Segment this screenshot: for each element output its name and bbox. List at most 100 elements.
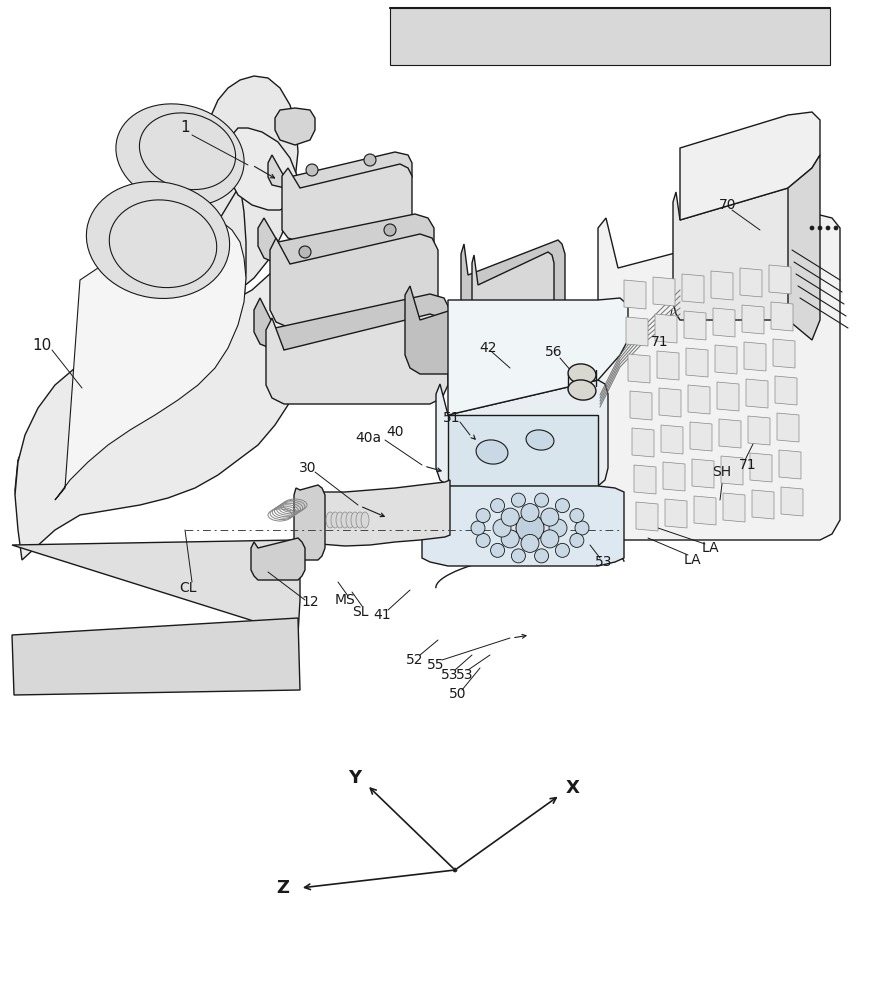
Polygon shape [769,265,791,294]
Polygon shape [781,487,803,516]
Polygon shape [680,112,820,220]
Text: MS: MS [334,593,355,607]
Polygon shape [461,240,565,404]
Circle shape [453,868,457,872]
Polygon shape [630,391,652,420]
Polygon shape [636,502,658,531]
Polygon shape [266,314,448,404]
Polygon shape [748,416,770,445]
Polygon shape [719,419,741,448]
Polygon shape [12,498,300,635]
Polygon shape [653,277,675,306]
Polygon shape [717,382,739,411]
Polygon shape [632,428,654,457]
Polygon shape [275,108,315,145]
Polygon shape [665,499,687,528]
Circle shape [364,154,376,166]
Ellipse shape [139,113,235,190]
Circle shape [306,164,318,176]
Polygon shape [773,339,795,368]
Polygon shape [55,218,246,500]
Text: 40a: 40a [355,431,381,445]
Polygon shape [598,215,840,540]
Polygon shape [682,274,704,303]
Polygon shape [771,302,793,331]
Text: 53: 53 [456,668,474,682]
Polygon shape [254,294,450,350]
Polygon shape [740,268,762,297]
Circle shape [556,499,570,513]
Text: 50: 50 [449,687,467,701]
Polygon shape [752,490,774,519]
Circle shape [471,521,485,535]
Polygon shape [12,618,300,695]
Circle shape [556,543,570,557]
Text: 12: 12 [301,595,319,609]
Polygon shape [661,425,683,454]
Ellipse shape [526,430,554,450]
Circle shape [476,509,490,523]
Ellipse shape [86,182,230,298]
Circle shape [549,519,567,537]
Polygon shape [15,128,300,560]
Circle shape [521,534,539,552]
Polygon shape [663,462,685,491]
Circle shape [511,549,525,563]
Circle shape [541,508,559,526]
Ellipse shape [356,512,364,528]
Text: 53: 53 [595,555,613,569]
Ellipse shape [568,364,596,384]
Polygon shape [684,311,706,340]
Polygon shape [779,450,801,479]
Polygon shape [15,76,298,548]
Polygon shape [448,415,598,486]
Ellipse shape [336,512,344,528]
Polygon shape [624,280,646,309]
Polygon shape [270,234,438,328]
Polygon shape [686,348,708,377]
Text: CL: CL [179,581,197,595]
Ellipse shape [361,512,369,528]
Text: 51: 51 [443,411,461,425]
Ellipse shape [568,380,596,400]
Polygon shape [282,164,412,242]
Circle shape [535,493,549,507]
Polygon shape [742,305,764,334]
Ellipse shape [346,512,354,528]
Polygon shape [711,271,733,300]
Polygon shape [775,376,797,405]
Text: 52: 52 [406,653,424,667]
Polygon shape [251,538,305,580]
Text: 1: 1 [180,120,190,135]
Polygon shape [657,351,679,380]
Circle shape [490,499,504,513]
Polygon shape [628,354,650,383]
Text: 40: 40 [386,425,404,439]
Circle shape [493,519,511,537]
Ellipse shape [116,104,244,206]
Polygon shape [300,480,450,546]
Circle shape [570,533,584,547]
Polygon shape [688,385,710,414]
Polygon shape [721,456,743,485]
Polygon shape [690,422,712,451]
Circle shape [818,226,822,230]
Text: Z: Z [277,879,289,897]
Ellipse shape [326,512,334,528]
Polygon shape [673,188,795,320]
Ellipse shape [109,200,217,288]
Circle shape [299,246,311,258]
Text: 30: 30 [300,461,317,475]
Text: LA: LA [683,553,701,567]
Polygon shape [723,493,745,522]
Circle shape [476,533,490,547]
Circle shape [511,493,525,507]
Circle shape [575,521,589,535]
Text: 71: 71 [739,458,757,472]
Text: 70: 70 [719,198,737,212]
Polygon shape [750,453,772,482]
Polygon shape [788,155,820,340]
Circle shape [516,514,544,542]
Text: 56: 56 [545,345,563,359]
Text: LA: LA [701,541,719,555]
